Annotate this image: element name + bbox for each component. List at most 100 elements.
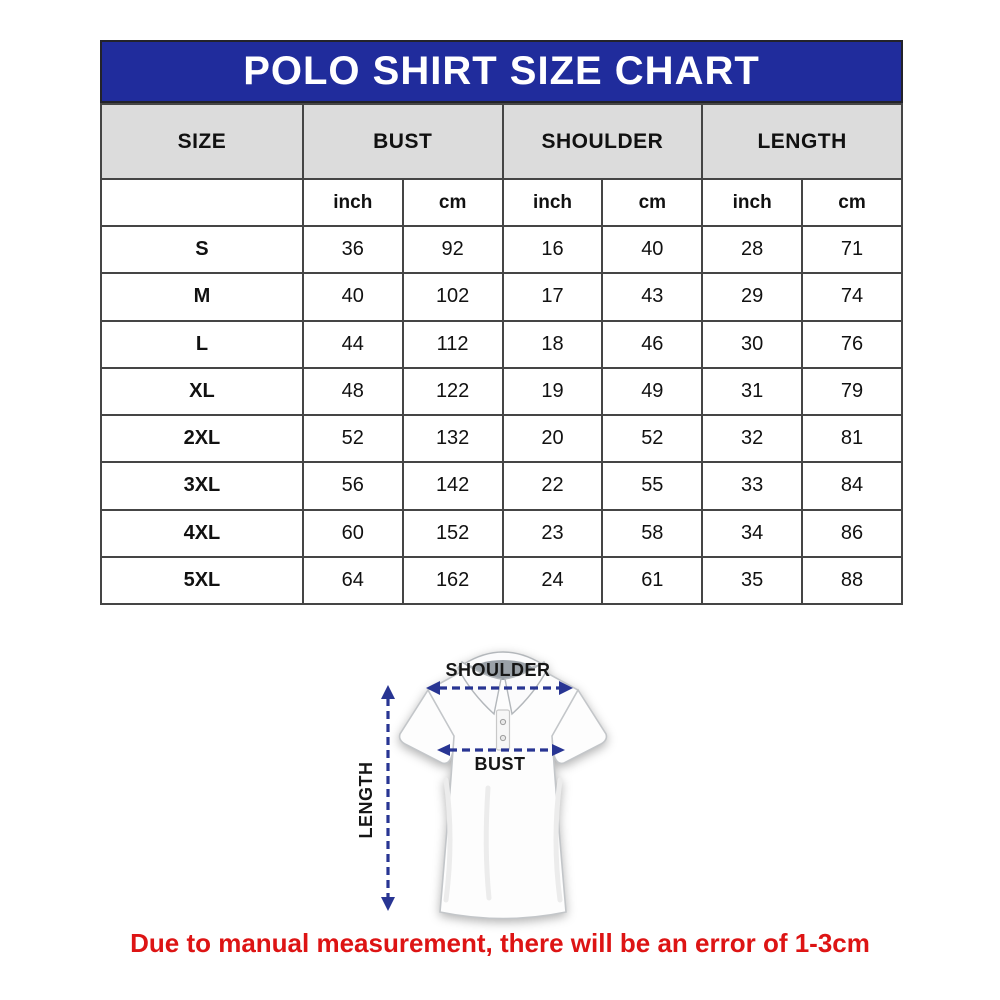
arrow-head-right [552, 744, 565, 756]
cell: 71 [801, 224, 903, 275]
cell: 55 [601, 461, 704, 511]
shirt-left-sleeve [398, 688, 462, 765]
unit-header: inch [701, 178, 804, 227]
unit-header-row: inch cm inch cm inch cm [100, 178, 903, 227]
cell: 56 [301, 461, 404, 511]
cell: 20 [501, 413, 604, 464]
cell: 64 [301, 555, 404, 606]
cell: 34 [701, 508, 804, 558]
cell: 48 [301, 366, 404, 417]
cell: 86 [801, 508, 903, 558]
table-row-5xl: 5XL 64 162 24 61 35 88 [100, 555, 903, 606]
cell: 23 [501, 508, 604, 558]
cell: 132 [401, 413, 504, 464]
cell: 52 [301, 413, 404, 464]
cell: 32 [701, 413, 804, 464]
cell: 17 [501, 272, 604, 322]
cell: 16 [501, 224, 604, 275]
shoulder-arrow [426, 681, 573, 695]
size-label: M [100, 272, 304, 322]
cell: 152 [401, 508, 504, 558]
bust-arrow [437, 744, 565, 756]
col-header-length: LENGTH [701, 103, 903, 180]
table-row-s: S 36 92 16 40 28 71 [100, 224, 903, 275]
cell: 61 [601, 555, 704, 606]
cell: 36 [301, 224, 404, 275]
size-label: 4XL [100, 508, 304, 558]
unit-header: inch [501, 178, 604, 227]
size-chart-block: POLO SHIRT SIZE CHART SIZE BUST SHOULDER… [100, 40, 903, 606]
cell: 112 [401, 319, 504, 369]
unit-header: cm [601, 178, 704, 227]
cell: 28 [701, 224, 804, 275]
arrow-head-left [437, 744, 450, 756]
cell: 46 [601, 319, 704, 369]
col-header-shoulder: SHOULDER [501, 103, 704, 180]
size-label: S [100, 224, 304, 275]
polo-shirt-illustration [398, 651, 608, 920]
cell: 35 [701, 555, 804, 606]
table-row-2xl: 2XL 52 132 20 52 32 81 [100, 413, 903, 464]
size-label: 5XL [100, 555, 304, 606]
col-header-bust: BUST [301, 103, 504, 180]
arrow-head-left [426, 681, 440, 695]
page-title: POLO SHIRT SIZE CHART [243, 49, 760, 93]
cell: 60 [301, 508, 404, 558]
cell: 92 [401, 224, 504, 275]
table-row-3xl: 3XL 56 142 22 55 33 84 [100, 461, 903, 511]
cell: 40 [301, 272, 404, 322]
size-chart-table: SIZE BUST SHOULDER LENGTH inch cm inch c… [100, 103, 903, 606]
shirt-right-sleeve [544, 688, 608, 765]
cell: 24 [501, 555, 604, 606]
shoulder-label: SHOULDER [445, 660, 550, 680]
cell: 88 [801, 555, 903, 606]
col-header-size: SIZE [100, 103, 304, 180]
table-row-4xl: 4XL 60 152 23 58 34 86 [100, 508, 903, 558]
size-label: 3XL [100, 461, 304, 511]
cell: 79 [801, 366, 903, 417]
cell: 19 [501, 366, 604, 417]
shirt-button [499, 734, 507, 742]
table-row-l: L 44 112 18 46 30 76 [100, 319, 903, 369]
chart-title-bar: POLO SHIRT SIZE CHART [100, 40, 903, 103]
cell: 84 [801, 461, 903, 511]
cell: 162 [401, 555, 504, 606]
cell: 22 [501, 461, 604, 511]
shirt-button [499, 718, 507, 726]
table-row-xl: XL 48 122 19 49 31 79 [100, 366, 903, 417]
cell: 74 [801, 272, 903, 322]
cell: 29 [701, 272, 804, 322]
cell: 142 [401, 461, 504, 511]
cell: 102 [401, 272, 504, 322]
column-header-row: SIZE BUST SHOULDER LENGTH [100, 103, 903, 180]
size-label: XL [100, 366, 304, 417]
cell: 58 [601, 508, 704, 558]
arrow-head-bottom [381, 897, 395, 911]
length-arrow [381, 685, 395, 911]
size-label: L [100, 319, 304, 369]
measurement-note: Due to manual measurement, there will be… [130, 928, 870, 958]
cell: 43 [601, 272, 704, 322]
unit-header-blank [100, 178, 304, 227]
measurement-diagram: SHOULDER BUST LENGTH [348, 628, 670, 934]
unit-header: inch [301, 178, 404, 227]
size-label: 2XL [100, 413, 304, 464]
arrow-head-right [559, 681, 573, 695]
cell: 44 [301, 319, 404, 369]
cell: 52 [601, 413, 704, 464]
cell: 30 [701, 319, 804, 369]
cell: 49 [601, 366, 704, 417]
cell: 40 [601, 224, 704, 275]
table-row-m: M 40 102 17 43 29 74 [100, 272, 903, 322]
cell: 31 [701, 366, 804, 417]
arrow-head-top [381, 685, 395, 699]
length-label: LENGTH [356, 762, 376, 839]
cell: 122 [401, 366, 504, 417]
cell: 33 [701, 461, 804, 511]
unit-header: cm [401, 178, 504, 227]
shirt-placket [495, 709, 511, 751]
cell: 81 [801, 413, 903, 464]
bust-label: BUST [475, 754, 526, 774]
unit-header: cm [801, 178, 903, 227]
